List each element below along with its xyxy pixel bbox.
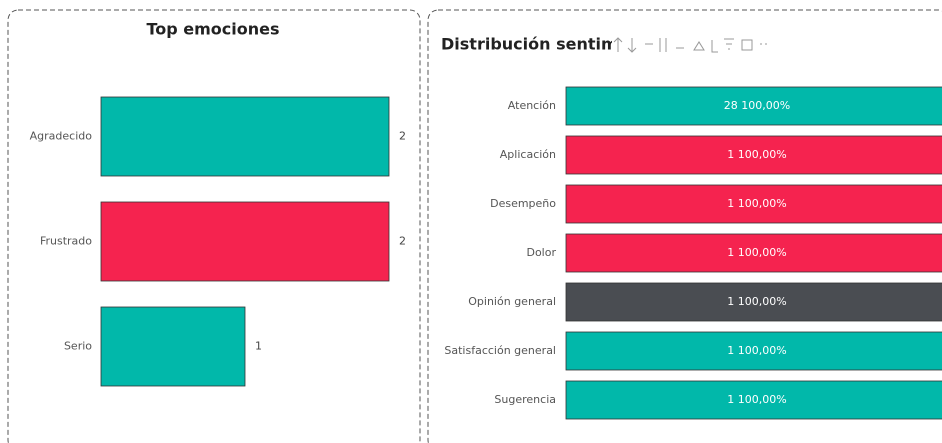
category-label: Sugerencia bbox=[494, 393, 556, 406]
category-label: Serio bbox=[64, 340, 92, 353]
category-label: Satisfacción general bbox=[444, 344, 556, 357]
category-label: Frustrado bbox=[40, 235, 92, 248]
chart-title: Top emociones bbox=[146, 20, 279, 39]
bar bbox=[100, 201, 390, 282]
panel-border bbox=[7, 9, 421, 443]
category-label: Atención bbox=[508, 99, 556, 112]
bar bbox=[100, 306, 246, 387]
value-label: 1 100,00% bbox=[727, 344, 786, 357]
category-label: Aplicación bbox=[500, 148, 556, 161]
value-label: 1 100,00% bbox=[727, 295, 786, 308]
category-label: Opinión general bbox=[468, 295, 556, 308]
bar bbox=[100, 96, 390, 177]
bar bbox=[565, 86, 942, 126]
bar bbox=[565, 233, 942, 273]
category-label: Agradecido bbox=[30, 130, 93, 143]
bar bbox=[565, 331, 942, 371]
visual-header-icons[interactable] bbox=[613, 37, 767, 53]
bar bbox=[565, 282, 942, 322]
value-label: 1 100,00% bbox=[727, 197, 786, 210]
value-label: 2 bbox=[399, 235, 406, 248]
category-label: Dolor bbox=[526, 246, 556, 259]
chart-title: Distribución sentimientos por bbox=[441, 35, 710, 54]
value-label: 1 100,00% bbox=[727, 393, 786, 406]
panel-border bbox=[427, 9, 942, 443]
bar bbox=[565, 380, 942, 420]
value-label: 28 100,00% bbox=[724, 99, 790, 112]
bar bbox=[565, 184, 942, 224]
bar bbox=[565, 135, 942, 175]
category-label: Desempeño bbox=[490, 197, 556, 210]
value-label: 1 100,00% bbox=[727, 148, 786, 161]
value-label: 1 bbox=[255, 340, 262, 353]
value-label: 2 bbox=[399, 130, 406, 143]
value-label: 1 100,00% bbox=[727, 246, 786, 259]
